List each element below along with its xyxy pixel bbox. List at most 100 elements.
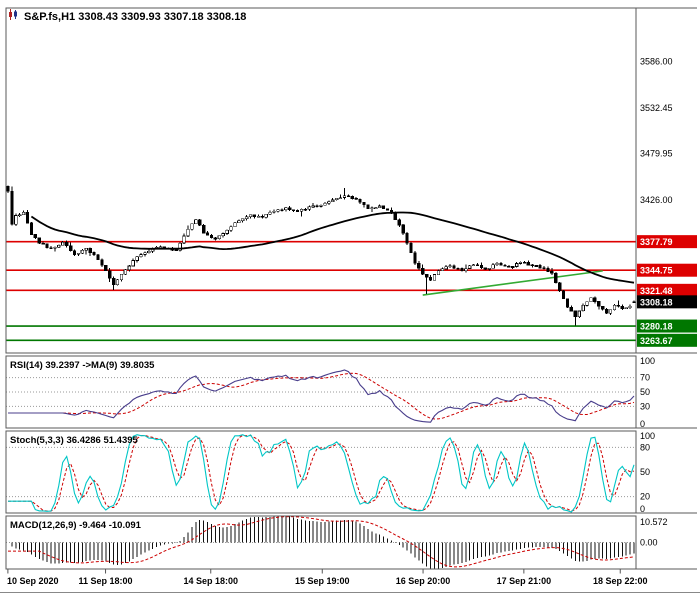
support-price-tag: 3263.67 <box>640 336 673 346</box>
candle <box>72 250 77 255</box>
candle <box>432 274 437 281</box>
candle <box>65 241 69 247</box>
main-panel-border <box>5 7 637 354</box>
time-axis-label: 16 Sep 20:00 <box>396 576 451 586</box>
candle <box>49 247 53 250</box>
candle-bodies <box>6 185 636 318</box>
current-price-tag-bg <box>637 295 697 309</box>
macd-label: MACD(12,26,9) -9.464 -10.091 <box>10 520 142 531</box>
time-axis-label: 17 Sep 21:00 <box>497 576 552 586</box>
candle <box>601 305 605 310</box>
indicator-axis-label: 100 <box>640 356 655 366</box>
chart-plot-area[interactable] <box>6 8 636 353</box>
candle <box>554 273 558 284</box>
candle <box>209 234 214 238</box>
indicator-axis-label: 0 <box>640 504 645 514</box>
candle <box>581 305 585 312</box>
candle <box>440 268 444 272</box>
main-price-plot[interactable] <box>6 8 636 353</box>
candle <box>507 266 511 268</box>
candle <box>147 250 151 254</box>
rsi-label: RSI(14) 39.2397 ->MA(9) 39.8035 <box>10 360 155 371</box>
candle <box>182 235 186 244</box>
candle <box>616 305 621 307</box>
indicator-axis-label: 30 <box>640 401 650 411</box>
support-price-tag: 3280.18 <box>640 322 673 332</box>
price-axis-label: 3426.00 <box>640 195 673 205</box>
candle <box>464 268 468 272</box>
candle <box>108 270 112 279</box>
candle <box>405 232 409 244</box>
stoch-main-line <box>8 434 635 513</box>
candle <box>319 204 323 207</box>
candle <box>460 268 464 272</box>
candle <box>605 308 609 314</box>
candle <box>561 290 566 299</box>
resistance-price-tag: 3377.79 <box>640 237 673 247</box>
candle <box>276 209 280 212</box>
candle <box>585 301 589 306</box>
support-price-tag-bg <box>637 319 697 333</box>
candle <box>229 226 233 231</box>
candle <box>252 214 257 217</box>
candle <box>628 305 632 309</box>
candle <box>248 214 253 218</box>
support-price-tag-bg <box>637 333 697 347</box>
indicator-axis-label: 0 <box>640 419 645 429</box>
main-panel-bg <box>6 8 636 353</box>
time-axis-label: 11 Sep 18:00 <box>79 576 133 586</box>
candle <box>53 246 57 249</box>
candle <box>495 262 499 266</box>
candle <box>245 216 249 220</box>
candle <box>374 207 378 210</box>
candle <box>589 297 593 303</box>
candle <box>534 265 538 267</box>
candle <box>37 237 41 244</box>
candle <box>456 267 460 270</box>
sub-panel-border <box>5 515 637 570</box>
candle <box>10 190 14 225</box>
time-axis-label: 15 Sep 19:00 <box>295 576 350 586</box>
sub-panel-border <box>5 430 637 514</box>
candle <box>366 204 370 209</box>
candle <box>417 262 421 269</box>
macd-axis-zero-label: 0.00 <box>640 538 658 548</box>
candle <box>131 260 135 267</box>
candle <box>221 233 225 237</box>
candle <box>84 248 88 251</box>
candle <box>57 244 61 248</box>
candle <box>565 298 570 308</box>
candle <box>358 198 362 203</box>
candle <box>307 206 311 210</box>
candle <box>546 267 550 272</box>
candle <box>205 232 210 236</box>
resistance-price-tag-bg <box>637 263 697 277</box>
candle <box>421 267 425 275</box>
candle <box>452 265 456 269</box>
price-axis-label: 3586.00 <box>640 57 673 67</box>
candle <box>331 199 335 203</box>
axes[interactable]: 3586.00 3532.45 3479.95 3426.00 100 70 50 30 0 10… <box>7 57 673 586</box>
candle <box>370 207 374 210</box>
candle <box>522 261 527 264</box>
candle <box>577 310 581 318</box>
candle <box>483 267 487 270</box>
candle <box>80 249 84 254</box>
candle <box>96 254 100 261</box>
rsi-line <box>8 369 635 423</box>
trendline <box>422 270 603 296</box>
candle <box>491 264 495 269</box>
indicator-plots[interactable] <box>6 369 636 569</box>
candle <box>401 224 405 234</box>
candle <box>378 205 382 209</box>
candle <box>362 201 366 205</box>
macd-axis-top-label: 10.572 <box>640 517 668 527</box>
candle <box>468 265 472 269</box>
candle <box>139 254 143 258</box>
candle <box>190 223 194 230</box>
candle <box>123 269 127 275</box>
candle <box>515 263 519 267</box>
candle <box>315 205 319 208</box>
candle <box>354 198 358 200</box>
